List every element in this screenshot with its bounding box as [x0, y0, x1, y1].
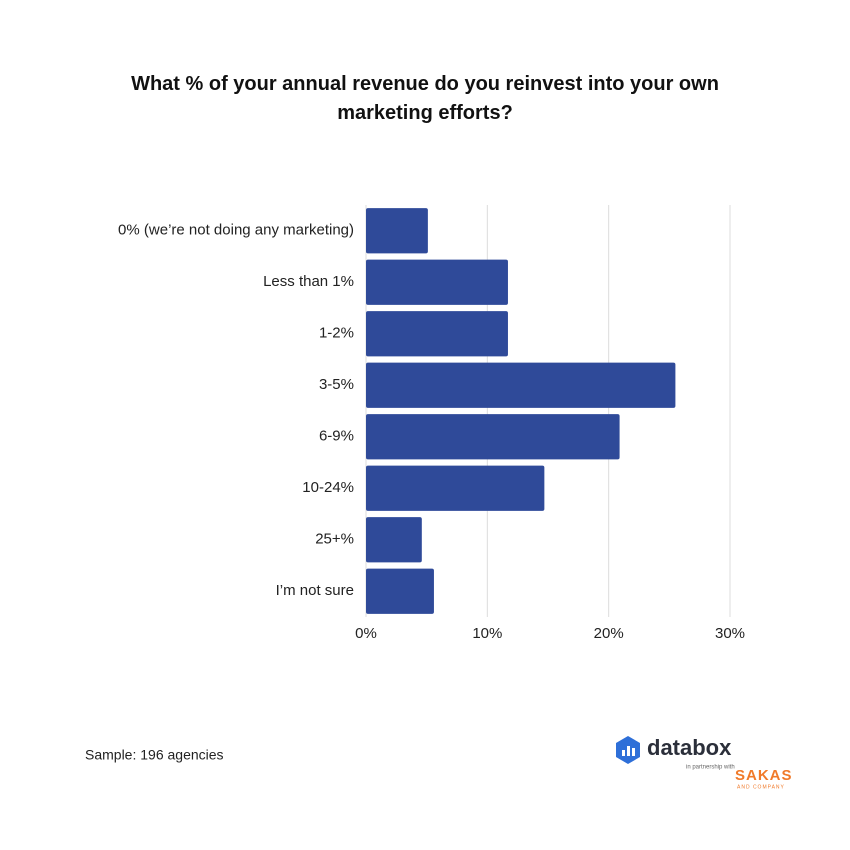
y-tick-label: 6-9%: [319, 428, 354, 445]
bar: [366, 208, 428, 254]
y-tick-label: Less than 1%: [263, 273, 354, 290]
brand: databox: [647, 735, 732, 760]
x-tick-label: 20%: [594, 625, 624, 642]
y-tick-label: 25+%: [315, 531, 354, 548]
y-tick-label: 3-5%: [319, 376, 354, 393]
partner: SAKAS: [735, 767, 793, 784]
bar: [366, 568, 434, 614]
partner-text: in partnership with: [686, 765, 735, 771]
logo-icon-bar: [622, 750, 625, 756]
y-tick-label: I’m not sure: [276, 582, 354, 599]
sample-note: Sample: 196 agencies: [85, 747, 224, 763]
chart-title: What % of your annual revenue do you rei…: [131, 73, 719, 124]
logo: databox in partnership with SAKAS AND CO…: [616, 735, 793, 790]
bar: [366, 414, 620, 460]
logo-icon-bar: [632, 748, 635, 756]
bar: [366, 362, 676, 408]
y-tick-label: 10-24%: [302, 479, 354, 496]
bar: [366, 259, 508, 305]
y-tick-label: 1-2%: [319, 325, 354, 342]
y-tick-label: 0% (we’re not doing any marketing): [118, 222, 354, 239]
bar: [366, 465, 545, 511]
x-tick-label: 0%: [355, 625, 377, 642]
bar: [366, 311, 508, 357]
bar: [366, 517, 422, 563]
x-tick-label: 10%: [472, 625, 502, 642]
x-tick-label: 30%: [715, 625, 745, 642]
logo-icon-bar: [627, 746, 630, 756]
partner-sub: AND COMPANY: [737, 784, 785, 790]
